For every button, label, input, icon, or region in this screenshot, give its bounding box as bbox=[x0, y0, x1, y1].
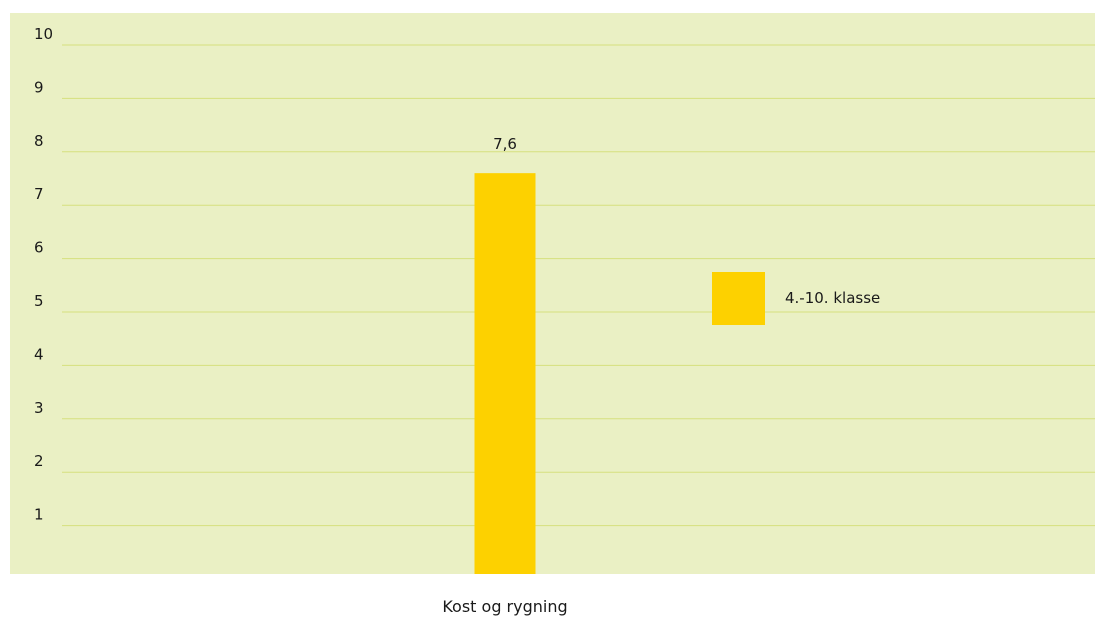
legend-label: 4.-10. klasse bbox=[785, 289, 880, 307]
x-category-label: Kost og rygning bbox=[442, 597, 567, 616]
x-axis-category-labels: Kost og rygning bbox=[442, 597, 567, 616]
y-tick-label: 6 bbox=[34, 239, 44, 257]
bars bbox=[474, 173, 536, 574]
y-axis-tick-labels: 1 2 3 4 5 6 7 8 9 10 bbox=[34, 25, 53, 524]
plot-background bbox=[10, 13, 1095, 574]
legend: 4.-10. klasse bbox=[712, 272, 880, 325]
legend-swatch bbox=[712, 272, 765, 325]
y-tick-label: 1 bbox=[34, 506, 44, 524]
y-tick-label: 4 bbox=[34, 345, 44, 363]
y-tick-label: 2 bbox=[34, 452, 44, 470]
y-tick-label: 3 bbox=[34, 399, 44, 417]
y-tick-label: 10 bbox=[34, 25, 53, 43]
gridlines bbox=[62, 44, 1095, 527]
data-labels: 7,6 bbox=[493, 135, 517, 153]
y-tick-label: 9 bbox=[34, 78, 44, 96]
y-tick-label: 8 bbox=[34, 132, 44, 150]
y-tick-label: 5 bbox=[34, 292, 44, 310]
bar bbox=[474, 173, 536, 574]
y-tick-label: 7 bbox=[34, 185, 44, 203]
bar-data-label: 7,6 bbox=[493, 135, 517, 153]
